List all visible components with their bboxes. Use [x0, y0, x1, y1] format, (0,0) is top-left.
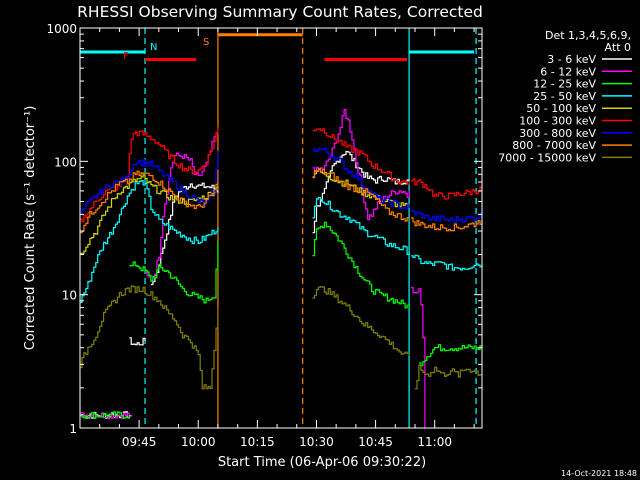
series-8-segment-2 — [415, 364, 483, 390]
y-tick-label-3: 1000 — [46, 22, 77, 36]
y-tick-label-0: 1 — [69, 422, 77, 436]
chart-title: RHESSI Observing Summary Count Rates, Co… — [77, 3, 483, 21]
legend-label-5: 100 - 300 keV — [519, 115, 596, 128]
series-7-segment-1 — [312, 168, 410, 222]
x-axis-label: Start Time (06-Apr-06 09:30:22) — [218, 455, 426, 470]
plot-frame — [79, 27, 483, 429]
y-axis-label: Corrected Count Rate (s⁻¹ detector⁻¹) — [23, 106, 38, 351]
legend-header-1: Det 1,3,4,5,6,9, — [545, 29, 631, 42]
series-4-segment-0 — [80, 174, 219, 255]
series-2-segment-0 — [80, 411, 130, 419]
x-tick-label-2: 10:15 — [240, 435, 275, 449]
marker-s-label: S — [203, 37, 209, 48]
legend-label-3: 25 - 50 keV — [533, 90, 596, 103]
legend-label-6: 300 - 800 keV — [519, 127, 596, 140]
series-6-segment-0 — [80, 150, 219, 216]
legend-label-1: 6 - 12 keV — [540, 65, 596, 78]
series-5-segment-2 — [411, 178, 483, 200]
legend-header-2: Att 0 — [605, 41, 631, 54]
plot-area: 1 10 100 1000 09:45 10:00 10:15 10:30 10:45 11:00 — [46, 22, 483, 449]
series-8-segment-1 — [312, 286, 410, 356]
series-lines — [80, 108, 483, 428]
series-6-segment-1 — [312, 147, 410, 210]
x-tick-label-3: 10:30 — [299, 435, 334, 449]
y-tick-label-2: 100 — [54, 155, 77, 169]
state-bars — [80, 33, 475, 62]
series-5-segment-0 — [80, 127, 219, 223]
series-2-segment-2 — [312, 221, 410, 309]
legend-label-2: 12 - 25 keV — [533, 78, 596, 91]
series-3-segment-1 — [312, 197, 410, 255]
legend-label-8: 7000 - 15000 keV — [498, 151, 596, 164]
legend-label-4: 50 - 100 keV — [526, 102, 596, 115]
series-7-segment-0 — [80, 170, 219, 234]
series-8-segment-0 — [80, 285, 219, 390]
series-5-segment-1 — [312, 128, 410, 185]
series-1-segment-1 — [145, 132, 219, 282]
series-7-segment-2 — [411, 217, 483, 232]
x-tick-label-0: 09:45 — [122, 435, 157, 449]
x-tick-label-1: 10:00 — [181, 435, 216, 449]
series-6-segment-2 — [411, 209, 483, 223]
series-0-segment-1 — [129, 337, 146, 346]
marker-n-label: N — [150, 42, 157, 53]
legend-label-0: 3 - 6 keV — [547, 53, 596, 66]
series-0-segment-2 — [150, 182, 219, 286]
series-1-segment-3 — [411, 286, 426, 428]
marker-f-label: F — [123, 51, 129, 62]
series-2-segment-3 — [418, 344, 483, 367]
series-2-segment-1 — [129, 241, 219, 304]
render-timestamp: 14-Oct-2021 18:48 — [561, 469, 637, 478]
legend-label-7: 800 - 7000 keV — [512, 139, 596, 152]
series-3-segment-0 — [80, 180, 219, 304]
y-tick-label-1: 10 — [62, 289, 77, 303]
axes-ticks: 1 10 100 1000 09:45 10:00 10:15 10:30 10:45 11:00 — [46, 22, 482, 449]
series-1-segment-2 — [312, 108, 410, 221]
series-3-segment-2 — [411, 254, 483, 271]
x-tick-label-4: 10:45 — [358, 435, 393, 449]
x-tick-label-5: 11:00 — [417, 435, 452, 449]
